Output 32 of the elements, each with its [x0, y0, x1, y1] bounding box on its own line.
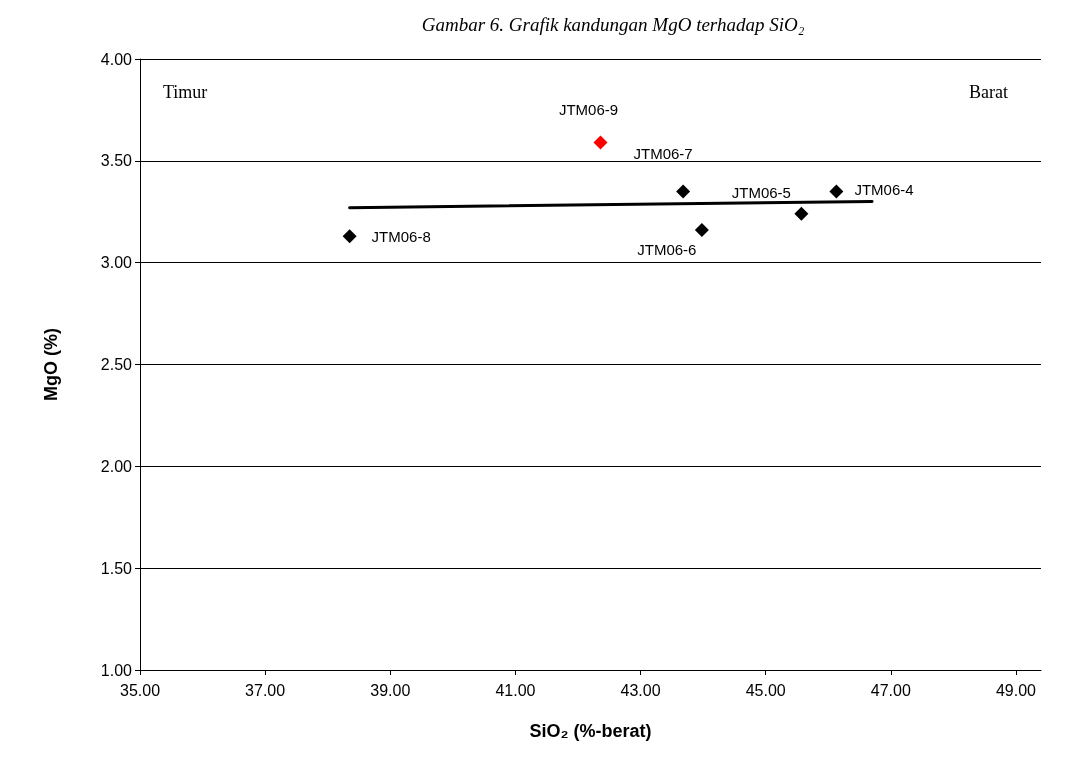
- x-tick-label: 43.00: [620, 681, 661, 699]
- x-tick-label: 35.00: [119, 681, 161, 699]
- point: [593, 135, 608, 150]
- point: [676, 184, 691, 199]
- y-tick-label: 4.00: [100, 50, 133, 68]
- data-label: JTM06-5: [731, 183, 791, 201]
- y-tick-label: 3.00: [100, 254, 133, 272]
- y-tick-label: 1.00: [100, 661, 133, 679]
- annotation: Barat: [969, 82, 1008, 102]
- data-label: JTM06-4: [854, 180, 914, 198]
- x-tick-label: 49.00: [995, 681, 1037, 699]
- point: [794, 206, 809, 221]
- y-tick-label: 2.00: [100, 457, 133, 475]
- point: [342, 229, 357, 244]
- point: [829, 184, 844, 199]
- x-axis-title: SiO₂ (%-berat): [529, 721, 652, 741]
- x-tick-label: 47.00: [870, 681, 911, 699]
- data-label: JTM06-9: [558, 100, 619, 118]
- chart-title: Gambar 6. Grafik kandungan MgO terhadap SiO₂: [421, 14, 805, 35]
- x-tick-label: 45.00: [745, 681, 786, 699]
- data-label: JTM06-8: [371, 227, 431, 245]
- data-label: JTM06-7: [633, 145, 693, 163]
- y-tick-label: 2.50: [100, 356, 133, 373]
- y-tick-label: 3.50: [100, 152, 133, 170]
- x-tick-label: 41.00: [495, 681, 536, 699]
- point: [694, 223, 709, 238]
- annotation: Timur: [163, 82, 208, 102]
- data-label: JTM06-6: [637, 241, 697, 259]
- y-axis-title: MgO (%): [41, 328, 61, 401]
- x-tick-label: 37.00: [245, 681, 286, 699]
- y-tick-label: 1.50: [100, 559, 133, 577]
- x-tick-label: 39.00: [370, 681, 411, 699]
